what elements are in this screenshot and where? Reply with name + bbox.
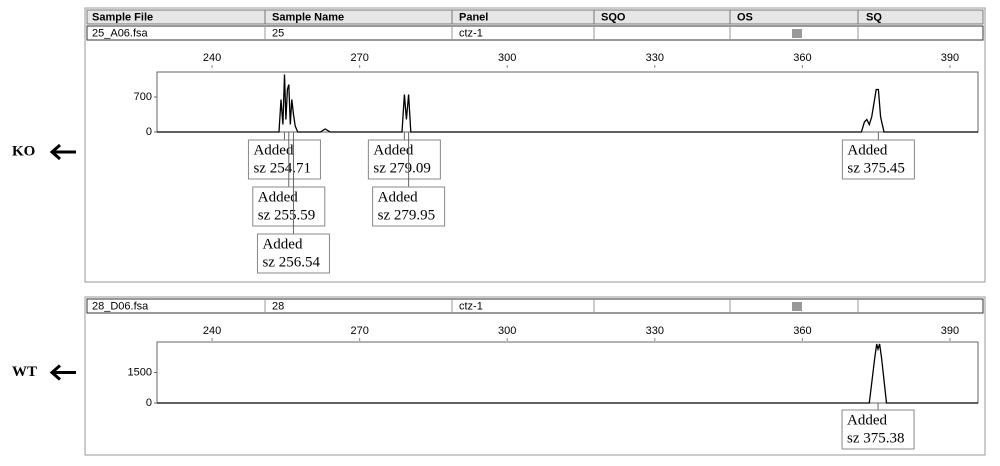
annotation-title: Added <box>253 142 293 158</box>
y-tick-label: 0 <box>146 126 152 138</box>
os-indicator <box>792 302 802 311</box>
annotation-size: sz 279.09 <box>373 160 431 176</box>
annotation-size: sz 279.95 <box>378 207 436 223</box>
sample-row <box>86 298 984 314</box>
column-header: Sample Name <box>272 11 344 23</box>
annotation-box <box>367 139 441 180</box>
y-tick-label: 0 <box>146 397 152 409</box>
trace <box>157 343 978 404</box>
x-tick-label: 240 <box>203 325 221 337</box>
y-tick-label: 1500 <box>128 366 152 378</box>
sample-cell: ctz-1 <box>459 300 483 312</box>
trace <box>157 74 978 133</box>
annotation-size: sz 254.71 <box>253 160 311 176</box>
header-row <box>86 9 984 25</box>
annotation-size: sz 255.59 <box>258 207 316 223</box>
arrow <box>49 143 76 161</box>
column-header: Panel <box>459 11 488 23</box>
annotation-box <box>841 139 915 180</box>
x-tick-label: 270 <box>350 52 368 64</box>
sample-cell: ctz-1 <box>459 27 483 39</box>
annotation-size: sz 256.54 <box>262 254 320 270</box>
arrow <box>49 364 76 381</box>
annotation-box <box>247 139 321 180</box>
annotation-title: Added <box>378 189 418 205</box>
sample-cell: 28 <box>272 300 284 312</box>
annotation-title: Added <box>258 189 298 205</box>
annotation-title: Added <box>847 412 887 428</box>
x-tick-label: 390 <box>941 52 959 64</box>
column-header: Sample File <box>92 11 153 23</box>
sample-tag: WT <box>12 364 37 380</box>
sample-cell: 28_D06.fsa <box>92 300 149 312</box>
os-indicator <box>792 29 802 38</box>
x-tick-label: 330 <box>646 325 664 337</box>
x-tick-label: 330 <box>646 52 664 64</box>
annotation-size: sz 375.38 <box>847 430 905 446</box>
sample-row <box>86 25 984 41</box>
annotation-box <box>372 186 446 227</box>
x-tick-label: 300 <box>498 52 516 64</box>
column-header: OS <box>737 11 753 23</box>
panel-frame <box>84 296 986 456</box>
annotation-size: sz 375.45 <box>847 160 905 176</box>
annotation-box <box>252 186 326 227</box>
panel-frame <box>84 7 986 283</box>
x-tick-label: 270 <box>350 325 368 337</box>
x-tick-label: 300 <box>498 325 516 337</box>
sample-tag: KO <box>12 143 35 159</box>
y-tick-label: 700 <box>134 91 152 103</box>
sample-cell: 25 <box>272 27 284 39</box>
x-tick-label: 390 <box>941 325 959 337</box>
annotation-title: Added <box>373 142 413 158</box>
annotation-box <box>256 233 330 274</box>
annotation-title: Added <box>262 236 302 252</box>
x-tick-label: 240 <box>203 52 221 64</box>
column-header: SQ <box>866 11 882 23</box>
column-header: SQO <box>601 11 626 23</box>
x-tick-label: 360 <box>793 52 811 64</box>
annotation-title: Added <box>847 142 887 158</box>
sample-cell: 25_A06.fsa <box>92 27 149 39</box>
annotation-box <box>841 409 915 450</box>
x-tick-label: 360 <box>793 325 811 337</box>
